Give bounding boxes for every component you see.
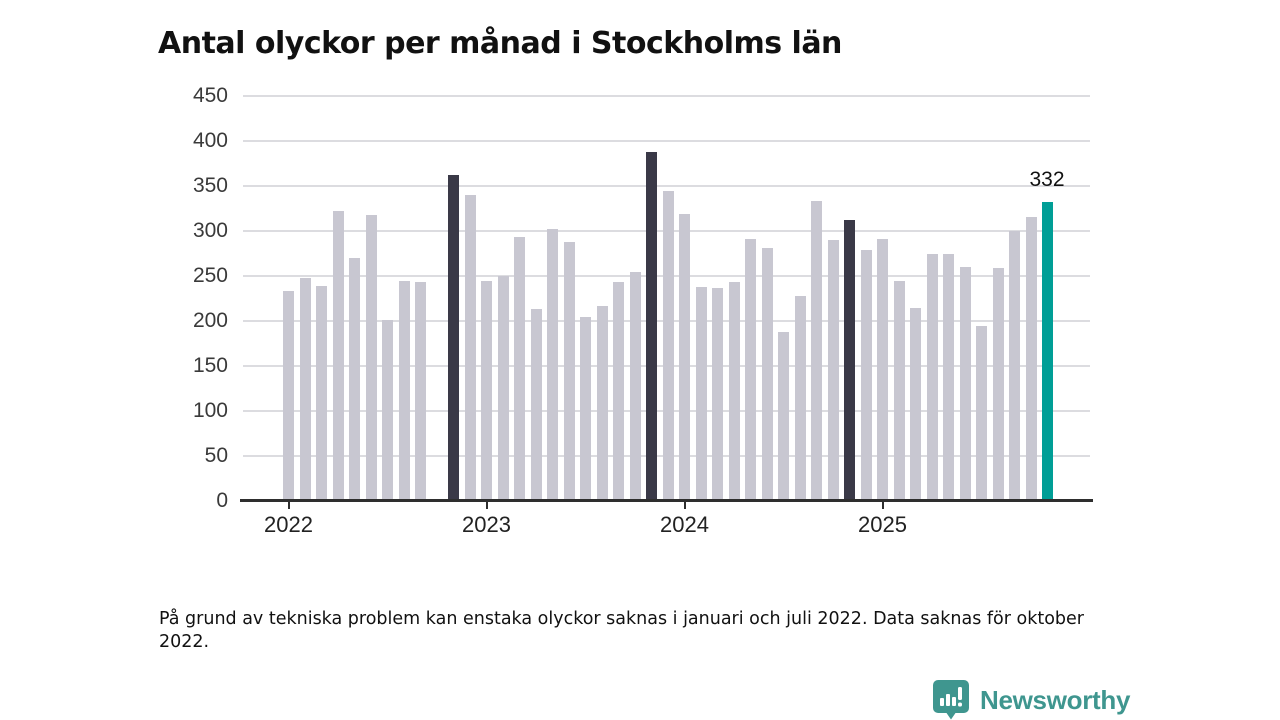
bar-2023-02 (497, 276, 509, 501)
bar-2023-03 (514, 237, 525, 501)
chart-title: Antal olyckor per månad i Stockholms län (158, 26, 842, 62)
footnote: På grund av tekniska problem kan enstaka… (159, 608, 1084, 653)
y-tick-label-300: 300 (192, 219, 228, 242)
x-tick-2023 (485, 501, 488, 509)
bar-2025-02 (893, 280, 905, 501)
bar-2022-11 (448, 175, 459, 501)
bar-2025-07 (976, 326, 987, 501)
bar-2024-11 (844, 220, 855, 501)
bar-2024-02 (695, 286, 707, 501)
bar-2024-06 (761, 248, 773, 501)
bar-2022-02 (299, 277, 311, 501)
bar-2023-09 (613, 282, 624, 501)
bar-2024-04 (728, 282, 740, 501)
bar-2025-01 (877, 239, 888, 501)
x-axis-line (240, 499, 1093, 502)
bar-2025-04 (926, 254, 938, 501)
bar-2022-09 (415, 282, 426, 501)
bar-2024-03 (712, 287, 723, 501)
x-tick-2022 (287, 501, 290, 509)
x-tick-label-2024: 2024 (660, 512, 709, 537)
x-tick-label-2022: 2022 (264, 512, 313, 537)
bar-2024-01 (679, 213, 690, 501)
bar-2024-05 (745, 239, 756, 501)
y-tick-label-250: 250 (192, 264, 228, 287)
bar-2024-12 (860, 249, 872, 501)
x-tick-label-2025: 2025 (858, 512, 907, 537)
bar-2025-10 (1025, 216, 1037, 501)
bar-2022-05 (349, 258, 360, 501)
bar-2024-08 (794, 295, 806, 501)
bar-2025-09 (1009, 231, 1020, 501)
bar-2024-07 (778, 331, 789, 501)
y-tick-label-200: 200 (192, 309, 228, 332)
bar-2022-01 (283, 291, 294, 501)
bar-2022-07 (382, 320, 393, 501)
bar-2022-08 (398, 281, 410, 501)
bar-2023-10 (629, 271, 641, 501)
current-value-label: 332 (1029, 168, 1065, 191)
bar-2023-05 (547, 229, 558, 501)
bar-2022-04 (332, 211, 344, 501)
bar-2025-11 (1042, 202, 1053, 501)
bar-2023-01 (481, 281, 492, 501)
bar-2023-04 (530, 309, 542, 501)
y-tick-label-450: 450 (192, 84, 228, 107)
y-tick-label-100: 100 (192, 399, 228, 422)
bar-2025-06 (959, 267, 971, 501)
bar-2025-05 (943, 254, 954, 501)
bar-2024-10 (827, 240, 839, 501)
bar-2025-08 (992, 267, 1004, 501)
newsworthy-wordmark: Newsworthy (980, 684, 1131, 715)
y-tick-label-50: 50 (204, 444, 228, 467)
bar-2023-07 (580, 316, 591, 501)
bar-2022-06 (365, 214, 377, 501)
gridline-400 (243, 140, 1090, 142)
x-tick-label-2023: 2023 (462, 512, 511, 537)
bar-2022-03 (316, 285, 327, 501)
bar-2024-09 (811, 201, 822, 501)
y-tick-label-150: 150 (192, 354, 228, 377)
y-tick-label-0: 0 (216, 489, 228, 512)
gridline-450 (243, 95, 1090, 97)
gridline-350 (243, 185, 1090, 187)
newsworthy-chart-bubble-icon (933, 680, 969, 720)
newsworthy-logo: Newsworthy (933, 680, 1130, 720)
y-tick-label-400: 400 (192, 129, 228, 152)
bar-2025-03 (910, 307, 921, 501)
x-tick-2025 (881, 501, 884, 509)
bar-2023-06 (563, 241, 575, 501)
x-tick-2024 (683, 501, 686, 509)
bar-2023-12 (662, 190, 674, 501)
bar-2023-08 (596, 305, 608, 501)
y-tick-label-350: 350 (192, 174, 228, 197)
bar-2023-11 (646, 151, 657, 501)
bar-2022-12 (464, 195, 476, 501)
